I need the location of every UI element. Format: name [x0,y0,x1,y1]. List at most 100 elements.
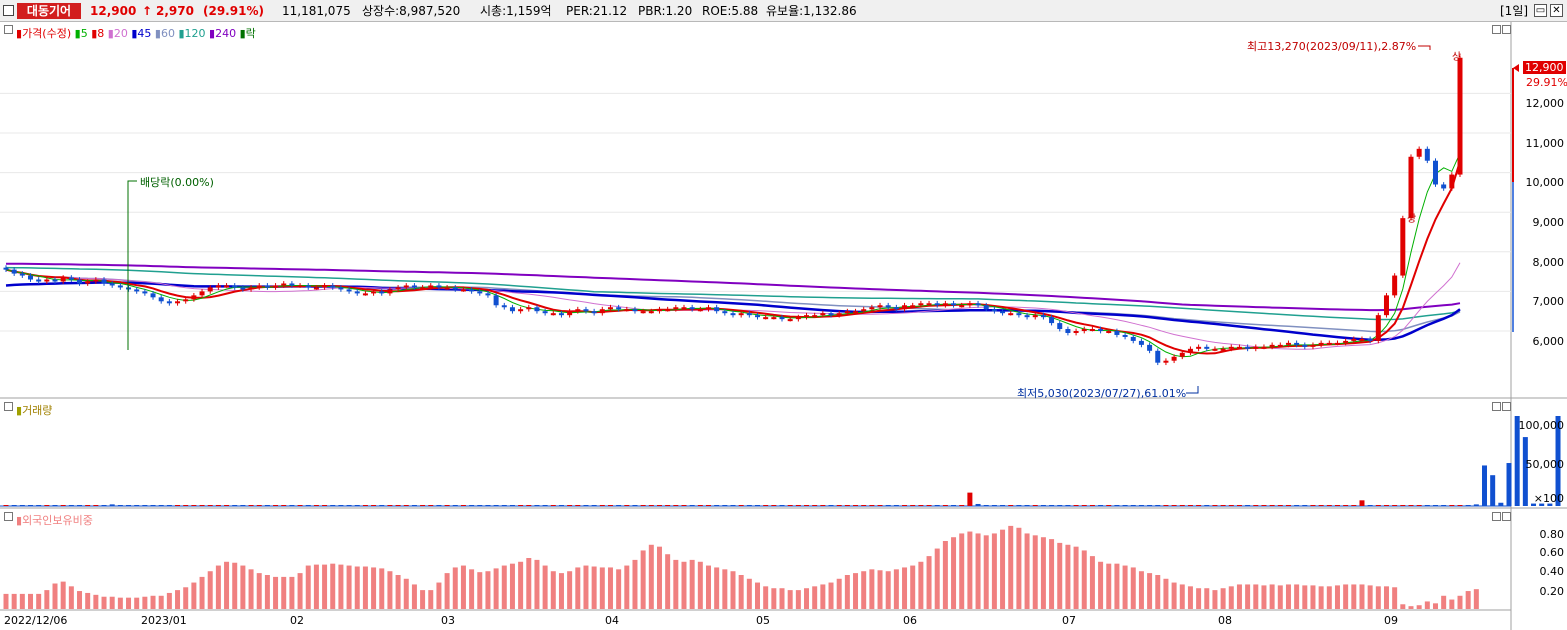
y-tick-11000: 11,000 [1525,137,1565,150]
volume-bar [36,505,42,506]
candle-body [877,305,883,308]
candle-body [11,269,17,274]
foreign-panel-close-icon[interactable] [1502,512,1511,521]
candle-body [1375,315,1381,341]
up-arrow-icon: ↑ [142,4,153,18]
volume-bar [1285,505,1291,506]
foreign-panel-minimize-icon[interactable] [1492,512,1501,521]
foreign-ratio-bar [820,584,826,609]
foreign-ratio-bar [338,564,344,609]
volume-bar [910,505,916,506]
foreign-ratio-bar [1171,582,1177,609]
candle-body [175,301,181,304]
foreign-ratio-bar [444,573,450,609]
close-icon[interactable]: ✕ [1550,4,1563,17]
foreign-ratio-bar [583,565,589,609]
candle-body [1294,342,1300,345]
volume-bar [60,505,66,506]
volume-bar [1269,505,1275,506]
candle-body [1269,344,1275,347]
volume-bar [330,505,336,506]
candle-body [902,305,908,310]
volume-bar [1000,505,1006,506]
volume-bar [1212,505,1218,506]
volume-bar [607,505,613,506]
volume-bar [436,505,442,506]
candle-body [28,275,34,280]
price-panel-minimize-icon[interactable] [1492,25,1501,34]
foreign-ratio-bar [558,573,564,609]
candle-body [191,295,197,300]
volume-panel-close-icon[interactable] [1502,402,1511,411]
stock-name-badge[interactable]: 대동기어 [17,3,81,19]
volume-bar [934,505,940,506]
candle-body [1212,348,1218,351]
foreign-ratio-bar [1473,589,1479,609]
foreign-ratio-bar [1065,544,1071,609]
volume-bar [844,505,850,506]
volume-bar [755,505,761,506]
volume-bar [420,505,426,506]
volume-bar [959,505,965,506]
foreign-ratio-bar [1236,584,1242,609]
foreign-panel-toggle[interactable] [4,512,13,521]
candle-body [812,315,818,318]
price-panel-toggle[interactable] [4,25,13,34]
volume-bar [1049,505,1055,506]
candle-body [477,291,483,294]
volume-bar [1122,505,1128,506]
foreign-ratio-bar [411,584,417,609]
x-tick-may: 05 [756,614,770,627]
foreign-ratio-bar [991,533,997,609]
candle-body [828,313,834,316]
foreign-ratio-bar [1081,550,1087,609]
stock-header-bar: 대동기어 12,900 ↑ 2,970 (29.91%) 11,181,075 … [0,0,1567,22]
foreign-ratio-bar [983,535,989,609]
volume-bar [1400,505,1406,506]
candle-body [215,285,221,288]
foreign-ratio-bar [763,586,769,609]
foreign-ratio-bar [183,587,189,609]
candle-body [550,313,556,316]
foreign-ratio-bar [509,563,515,609]
foreign-ratio-bar [1343,584,1349,609]
candle-body [893,307,899,310]
volume-panel-toggle[interactable] [4,402,13,411]
volume-bar [526,505,532,506]
candle-body [681,307,687,310]
foreign-ratio-bar [150,595,156,609]
foreign-ratio-bar [918,561,924,609]
candlesticks [3,55,1463,366]
candle-body [379,291,385,294]
roe-value: ROE:5.88 [702,4,759,18]
foreign-ratio-bar [542,565,548,609]
candle-body [959,305,965,308]
price-panel-close-icon[interactable] [1502,25,1511,34]
volume-panel-minimize-icon[interactable] [1492,402,1501,411]
period-selector[interactable]: [1일] [1500,4,1529,18]
maximize-icon[interactable]: ▭ [1534,4,1547,17]
candle-body [158,297,164,302]
candle-body [248,287,254,290]
candle-body [485,293,491,296]
candle-body [771,317,777,320]
volume-bar [273,505,279,506]
candle-body [1040,315,1046,318]
candle-body [297,285,303,288]
volume-bar [820,505,826,506]
volume-bar [248,505,254,506]
candle-body [460,289,466,292]
volume-bar [918,505,924,506]
candle-body [452,287,458,290]
volume-bar [395,505,401,506]
volume-bar [126,505,132,506]
foreign-ratio-bar [248,569,254,609]
volume-bar [665,505,671,506]
volume-bar [1351,505,1357,506]
volume-bar [926,505,932,506]
panel-checkbox[interactable] [3,5,14,16]
candle-body [746,313,752,316]
candle-body [1416,148,1422,157]
volume-bar [3,505,9,506]
candle-body [1016,313,1022,316]
